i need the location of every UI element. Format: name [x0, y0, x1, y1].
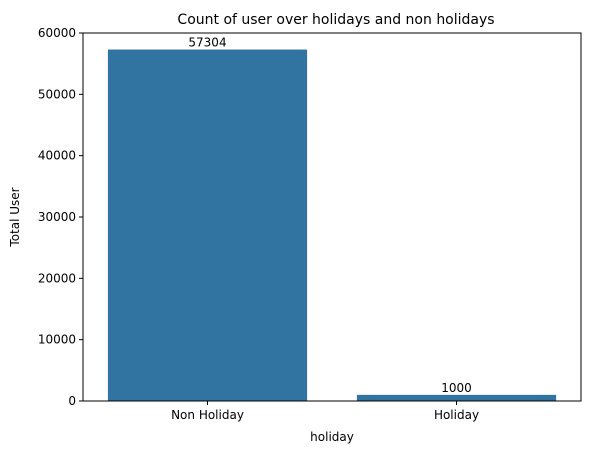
x-tick-label-1: Holiday	[434, 408, 479, 422]
plot-area: 57304 1000 0 10000 20000 30000 40000 50000 6000…	[38, 26, 582, 422]
bars	[107, 49, 557, 402]
y-tick-label-6: 60000	[38, 26, 76, 40]
chart-title: Count of user over holidays and non holi…	[177, 12, 494, 28]
y-tick-label-5: 50000	[38, 87, 76, 101]
y-tick-label-4: 40000	[38, 149, 76, 163]
y-axis-label: Total User	[8, 187, 22, 247]
y-tick-label-3: 30000	[38, 210, 76, 224]
bar-1	[356, 394, 557, 401]
data-label-1: 1000	[441, 381, 472, 395]
y-tick-label-2: 20000	[38, 271, 76, 285]
x-axis-label: holiday	[310, 430, 354, 444]
x-tick-label-0: Non Holiday	[171, 408, 244, 422]
y-tick-label-0: 0	[68, 394, 76, 408]
bar-0	[107, 49, 308, 402]
data-label-0: 57304	[188, 36, 226, 50]
y-tick-label-1: 10000	[38, 333, 76, 347]
data-labels: 57304 1000	[188, 36, 471, 395]
x-axis-ticks: Non Holiday Holiday	[171, 401, 479, 422]
y-axis-ticks: 0 10000 20000 30000 40000 50000 60000	[38, 26, 83, 408]
